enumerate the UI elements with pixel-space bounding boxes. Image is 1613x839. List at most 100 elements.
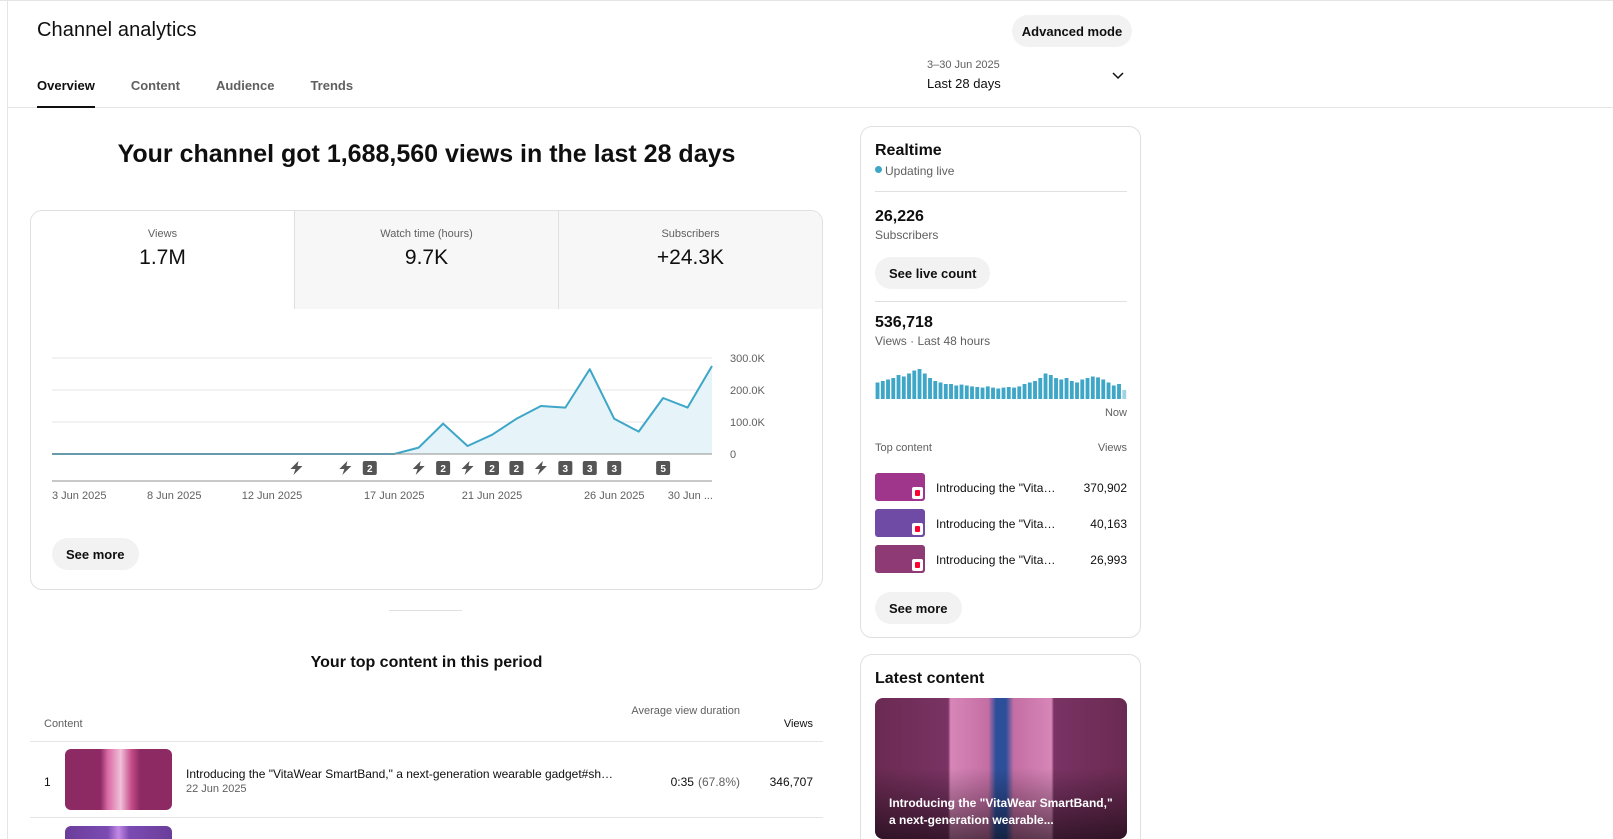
x-tick-label: 8 Jun 2025 xyxy=(147,490,201,502)
upload-count: 3 xyxy=(563,464,569,475)
row-rank: 1 xyxy=(44,775,51,789)
realtime-bar xyxy=(1069,381,1074,399)
realtime-status: Updating live xyxy=(875,164,954,178)
upload-count: 3 xyxy=(611,464,617,475)
shorts-upload-icon xyxy=(461,461,474,475)
latest-content-title: Latest content xyxy=(875,670,985,687)
shorts-icon xyxy=(912,559,923,571)
metric-tab-watch-time[interactable]: Watch time (hours) 9.7K xyxy=(294,211,558,309)
realtime-bar xyxy=(928,378,932,399)
live-dot-icon xyxy=(875,165,882,173)
upload-marker xyxy=(461,461,474,475)
x-tick-label: 12 Jun 2025 xyxy=(242,490,303,502)
realtime-bar xyxy=(1027,382,1032,399)
video-views: 370,902 xyxy=(1083,481,1127,495)
realtime-bar xyxy=(1054,378,1058,399)
shorts-upload-icon xyxy=(290,461,303,475)
series-area xyxy=(52,366,712,454)
column-header-views[interactable]: Views xyxy=(783,718,813,730)
video-title[interactable]: Introducing the "VitaWear SmartBand," a … xyxy=(936,481,1064,495)
x-tick-label: 17 Jun 2025 xyxy=(364,490,425,502)
video-title[interactable]: Introducing the "VitaWear SmartBand," a … xyxy=(936,517,1064,531)
y-tick-label: 300.0K xyxy=(730,353,766,365)
upload-count: 2 xyxy=(440,464,446,475)
views-chart: 300.0K 200.0K 100.0K 0 2 2 2 2 3 3 3 5 3 Jun 2025 8 J… xyxy=(52,353,766,502)
metric-label: Subscribers xyxy=(661,228,720,240)
list-item[interactable]: Introducing the "VitaWear SmartBand," a … xyxy=(875,545,1127,573)
duration-time: 0:35 xyxy=(670,775,694,789)
table-row[interactable]: 1 Introducing the "VitaWear SmartBand," … xyxy=(30,742,823,818)
metric-value: 9.7K xyxy=(404,246,449,269)
video-thumbnail[interactable] xyxy=(65,749,172,810)
upload-count-badge xyxy=(558,461,573,475)
analytics-tabs: Overview Content Audience Trends xyxy=(37,78,389,108)
top-content-header: Top content Views xyxy=(875,442,1127,454)
shorts-upload-icon xyxy=(339,461,352,475)
realtime-views-bars[interactable] xyxy=(875,367,1127,399)
shorts-upload-icon xyxy=(412,461,425,475)
realtime-bar xyxy=(1122,390,1127,399)
video-thumbnail[interactable] xyxy=(875,545,925,573)
page-title: Channel analytics xyxy=(37,19,197,41)
realtime-bar xyxy=(1106,382,1111,399)
video-views: 40,163 xyxy=(1090,517,1127,531)
realtime-bar xyxy=(875,382,880,399)
upload-marker xyxy=(339,461,352,475)
realtime-bar xyxy=(996,388,1001,399)
metric-tab-subscribers[interactable]: Subscribers +24.3K xyxy=(558,211,822,309)
list-item[interactable]: Introducing the "VitaWear SmartBand," a … xyxy=(875,509,1127,537)
realtime-bar xyxy=(1043,373,1048,399)
video-title[interactable]: Introducing the "VitaWear SmartBand," a … xyxy=(936,553,1064,567)
see-more-button[interactable]: See more xyxy=(52,538,139,570)
realtime-bar xyxy=(880,381,885,399)
latest-content-card: Latest content Introducing the "VitaWear… xyxy=(860,654,1141,839)
tab-overview[interactable]: Overview xyxy=(37,78,95,108)
subscribers-count: 26,226 xyxy=(875,208,924,225)
realtime-views-count: 536,718 xyxy=(875,314,933,331)
realtime-bar xyxy=(1064,378,1069,399)
realtime-bar xyxy=(975,387,980,399)
realtime-bar xyxy=(917,369,922,399)
metric-tab-views[interactable]: Views 1.7M xyxy=(31,211,294,309)
x-tick-label: 30 Jun ... xyxy=(668,490,713,502)
realtime-bar xyxy=(907,373,911,399)
tab-trends[interactable]: Trends xyxy=(310,78,354,93)
video-title[interactable]: Introducing the "VitaWear SmartBand," a … xyxy=(186,767,616,781)
column-header-avg-duration[interactable]: Average view duration xyxy=(631,705,740,717)
realtime-bar xyxy=(1038,378,1043,399)
realtime-bar xyxy=(938,382,943,399)
y-tick-label: 0 xyxy=(730,449,736,461)
latest-video-thumbnail[interactable]: Introducing the "VitaWear SmartBand," a … xyxy=(875,698,1127,839)
realtime-bar xyxy=(1085,378,1090,399)
video-thumbnail[interactable] xyxy=(65,826,172,839)
x-tick-label: 26 Jun 2025 xyxy=(584,490,645,502)
advanced-mode-button[interactable]: Advanced mode xyxy=(1012,15,1132,47)
divider xyxy=(875,301,1127,302)
video-thumbnail[interactable] xyxy=(875,473,925,501)
list-item[interactable]: Introducing the "VitaWear SmartBand," a … xyxy=(875,473,1127,501)
shorts-icon xyxy=(912,487,923,499)
date-range-selector[interactable]: 3–30 Jun 2025 Last 28 days xyxy=(927,59,1127,99)
date-range-dates: 3–30 Jun 2025 xyxy=(927,59,1000,71)
upload-count: 2 xyxy=(489,464,495,475)
tab-audience[interactable]: Audience xyxy=(215,78,275,93)
realtime-bar xyxy=(959,384,964,399)
realtime-bar xyxy=(901,376,906,399)
realtime-bar xyxy=(949,384,953,399)
tab-content[interactable]: Content xyxy=(130,78,180,93)
realtime-bar xyxy=(964,385,969,399)
see-live-count-button[interactable]: See live count xyxy=(875,257,991,289)
upload-count-badge xyxy=(509,461,524,475)
realtime-bar xyxy=(1090,376,1095,399)
video-thumbnail[interactable] xyxy=(875,509,925,537)
realtime-bar xyxy=(886,379,890,399)
realtime-bar xyxy=(1111,385,1116,399)
x-tick-label: 21 Jun 2025 xyxy=(462,490,523,502)
realtime-see-more-button[interactable]: See more xyxy=(875,592,962,624)
realtime-bar xyxy=(1096,377,1100,399)
upload-marker: 3 xyxy=(607,461,622,475)
upload-count: 2 xyxy=(367,464,373,475)
header-divider xyxy=(7,107,1613,108)
top-content-title: Your top content in this period xyxy=(310,654,543,671)
video-views: 346,707 xyxy=(769,775,813,789)
